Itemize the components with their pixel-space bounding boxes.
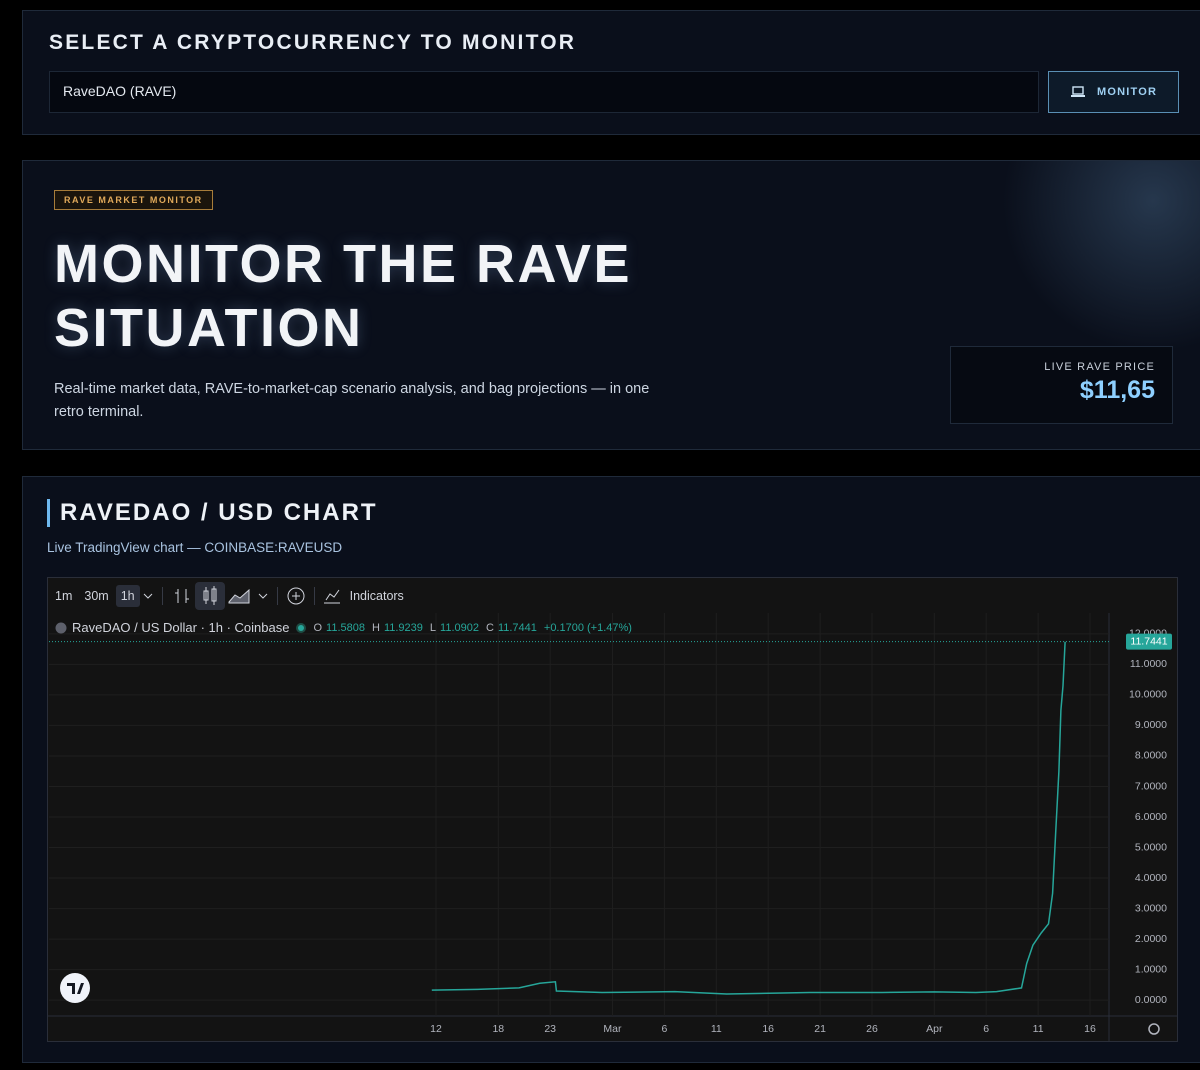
y-tick-label: 0.0000 bbox=[1135, 994, 1167, 1006]
y-tick-label: 6.0000 bbox=[1135, 811, 1167, 823]
candles-icon[interactable] bbox=[194, 582, 225, 610]
description: Real-time market data, RAVE-to-market-ca… bbox=[54, 381, 650, 397]
ohlc-value: 11.9239 bbox=[383, 621, 423, 634]
settings-icon[interactable] bbox=[1148, 1023, 1160, 1035]
y-tick-label: 2.0000 bbox=[1135, 933, 1167, 945]
headline: SITUATION bbox=[54, 298, 364, 358]
separator bbox=[313, 587, 315, 605]
y-tick-label: 1.0000 bbox=[1135, 963, 1167, 975]
x-tick-label: 21 bbox=[814, 1023, 826, 1035]
ohlc-change: +0.1700 (+1.47%) bbox=[543, 621, 632, 634]
tv-logo bbox=[60, 973, 90, 1003]
legend: RaveDAO / US Dollar · 1h · Coinbase O 11.… bbox=[54, 620, 635, 635]
ohlc-value: 11.5808 bbox=[326, 621, 365, 634]
status-dot bbox=[296, 622, 307, 633]
separator bbox=[276, 587, 278, 605]
last-price-tag bbox=[1126, 633, 1172, 650]
y-tick-label: 8.0000 bbox=[1135, 750, 1167, 762]
y-tick-label: 9.0000 bbox=[1135, 719, 1167, 731]
x-tick-label: 26 bbox=[866, 1023, 878, 1035]
separator bbox=[161, 587, 163, 605]
crypto-input[interactable]: RaveDAO (RAVE) bbox=[49, 71, 1039, 113]
area-icon[interactable] bbox=[225, 585, 255, 607]
hero-panel: RAVE MARKET MONITOR MONITOR THE RAVE SIT… bbox=[22, 160, 1200, 450]
ohlc-key: L bbox=[429, 621, 437, 634]
bars-icon[interactable] bbox=[169, 585, 195, 607]
description: retro terminal. bbox=[54, 404, 144, 420]
last-price-label: 11.7441 bbox=[1130, 635, 1167, 647]
y-tick-label: 7.0000 bbox=[1135, 780, 1167, 792]
price-box: LIVE RAVE PRICE $11,65 bbox=[950, 346, 1173, 424]
symbol: RaveDAO / US Dollar · 1h · Coinbase bbox=[72, 620, 290, 635]
y-tick-label: 3.0000 bbox=[1135, 902, 1167, 914]
y-tick-label: 5.0000 bbox=[1135, 841, 1167, 853]
compare-icon[interactable] bbox=[284, 585, 308, 607]
symbol-logo bbox=[55, 622, 67, 633]
chevron[interactable] bbox=[255, 588, 271, 604]
x-tick-label: 12 bbox=[430, 1023, 442, 1035]
toolbar: 1m 30m 1h Indicators bbox=[48, 578, 1177, 614]
x-tick-label: Mar bbox=[603, 1023, 622, 1035]
ohlc-key: C bbox=[485, 621, 494, 634]
y-tick-label: 11.0000 bbox=[1130, 658, 1167, 670]
interval[interactable]: 30m bbox=[84, 589, 109, 603]
button-label: MONITOR bbox=[1097, 86, 1158, 98]
interval[interactable]: 1m bbox=[55, 589, 73, 603]
interval[interactable]: 1h bbox=[115, 585, 140, 607]
settings-ring bbox=[1148, 1023, 1160, 1035]
x-tick-label: 11 bbox=[711, 1023, 722, 1035]
chart-title: RAVEDAO / USD CHART bbox=[47, 499, 378, 527]
x-tick-label: 11 bbox=[1033, 1023, 1044, 1035]
tradingview-widget: 0.0000 1.0000 2.0000 3.0000 4.0000 5.0000 6.00… bbox=[47, 577, 1178, 1042]
monitor-button[interactable]: MONITOR bbox=[1048, 71, 1179, 113]
y-tick-label: 4.0000 bbox=[1135, 872, 1167, 884]
ohlc-value: 11.7441 bbox=[497, 621, 537, 634]
ohlc-value: 11.0902 bbox=[440, 621, 479, 634]
x-tick-label: 18 bbox=[492, 1023, 504, 1035]
indicators-icon[interactable] bbox=[321, 585, 343, 607]
price-line bbox=[431, 641, 1066, 995]
selector-title: SELECT A CRYPTOCURRENCY TO MONITOR bbox=[49, 31, 577, 54]
ohlc-key: H bbox=[372, 621, 380, 634]
selector-panel: SELECT A CRYPTOCURRENCY TO MONITOR RaveD… bbox=[22, 10, 1200, 135]
chevron[interactable] bbox=[140, 588, 156, 604]
tv-logo-mark bbox=[67, 983, 84, 994]
x-tick-label: 16 bbox=[762, 1023, 774, 1035]
x-tick-label: 6 bbox=[661, 1023, 667, 1035]
headline: MONITOR THE RAVE bbox=[54, 234, 633, 294]
x-tick-label: 6 bbox=[983, 1023, 989, 1035]
chart-subtitle: Live TradingView chart — COINBASE:RAVEUS… bbox=[47, 540, 343, 555]
x-tick-label: 23 bbox=[544, 1023, 556, 1035]
price: $11,65 bbox=[1079, 376, 1155, 404]
y-tick-label: 10.0000 bbox=[1129, 689, 1167, 701]
x-tick-label: 16 bbox=[1084, 1023, 1096, 1035]
x-tick-label: Apr bbox=[926, 1023, 943, 1035]
chart-panel: RAVEDAO / USD CHART Live TradingView cha… bbox=[22, 476, 1200, 1063]
badge: RAVE MARKET MONITOR bbox=[54, 190, 213, 210]
ohlc-key: O bbox=[313, 621, 323, 634]
price-label: LIVE RAVE PRICE bbox=[1044, 361, 1155, 373]
indicators-button[interactable]: Indicators bbox=[349, 589, 404, 603]
chart: 0.0000 1.0000 2.0000 3.0000 4.0000 5.0000 6.00… bbox=[48, 613, 1177, 1041]
laptop-icon bbox=[1071, 86, 1085, 97]
